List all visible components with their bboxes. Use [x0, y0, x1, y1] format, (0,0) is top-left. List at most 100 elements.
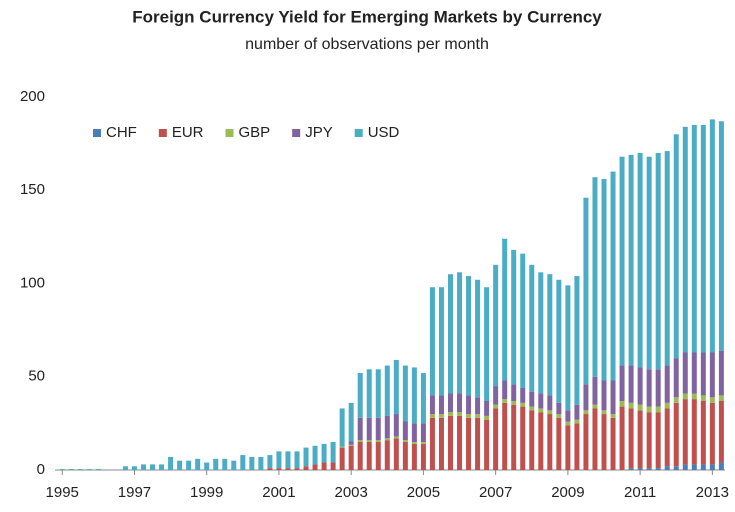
legend-swatch — [354, 129, 363, 137]
legend-label: JPY — [305, 124, 333, 141]
bar-segment — [601, 410, 607, 415]
bar-segment — [655, 412, 661, 469]
bar-segment — [619, 156, 625, 366]
bar-segment — [700, 352, 706, 396]
bar-segment — [637, 367, 643, 405]
bar-segment — [619, 365, 625, 401]
bar-segment — [420, 442, 426, 444]
bar-segment — [195, 458, 201, 470]
bar-segment — [547, 395, 553, 411]
bar-segment — [68, 469, 74, 470]
bar-segment — [709, 119, 715, 353]
x-tick-label: 2009 — [551, 484, 584, 501]
bar-segment — [366, 440, 372, 443]
bar-segment — [466, 276, 472, 396]
bar-segment — [592, 376, 598, 405]
bar-segment — [673, 358, 679, 398]
bar-segment — [330, 442, 336, 463]
bar-segment — [357, 373, 363, 418]
x-tick-label: 1995 — [46, 484, 79, 501]
bar-segment — [447, 412, 453, 416]
bar-segment — [276, 451, 282, 469]
legend-label: CHF — [106, 124, 137, 141]
bar-segment — [691, 399, 697, 465]
bar-segment — [366, 442, 372, 470]
bar-segment — [529, 410, 535, 470]
legend-label: EUR — [172, 124, 204, 141]
bar-segment — [664, 466, 670, 470]
bar-segment — [673, 397, 679, 403]
bar-segment — [610, 414, 616, 418]
bar-segment — [357, 440, 363, 443]
bar-segment — [709, 464, 715, 470]
bar-segment — [285, 451, 291, 469]
bar-segment — [673, 466, 679, 470]
bar-segment — [86, 469, 92, 470]
bar-segment — [402, 421, 408, 441]
y-tick-label: 50 — [28, 368, 45, 385]
bar-segment — [574, 276, 580, 405]
bar-segment — [213, 458, 219, 470]
bar-segment — [303, 466, 309, 470]
bar-segment — [384, 438, 390, 441]
bar-segment — [547, 414, 553, 470]
bar-segment — [384, 365, 390, 416]
bar-segment — [511, 384, 517, 401]
bar-segment — [393, 414, 399, 437]
bar-segment — [574, 404, 580, 420]
bar-segment — [664, 402, 670, 409]
bar-segment — [285, 468, 291, 470]
bar-segment — [682, 464, 688, 470]
bar-segment — [709, 352, 715, 398]
bar-segment — [538, 412, 544, 470]
bar-segment — [366, 417, 372, 441]
bar-segment — [628, 365, 634, 403]
y-tick-label: 150 — [20, 181, 45, 198]
bar-segment — [592, 177, 598, 377]
bar-segment — [484, 287, 490, 401]
bar-segment — [339, 447, 345, 470]
bar-segment — [402, 442, 408, 470]
bar-segment — [375, 369, 381, 418]
bar-segment — [628, 154, 634, 366]
bar-segment — [366, 369, 372, 418]
bar-segment — [131, 466, 137, 470]
bar-segment — [493, 386, 499, 405]
bar-segment — [222, 458, 228, 470]
bar-segment — [673, 134, 679, 359]
bar-segment — [493, 408, 499, 470]
x-tick-label: 2013 — [696, 484, 729, 501]
bar-segment — [565, 425, 571, 470]
bar-segment — [682, 399, 688, 465]
bar-segment — [411, 423, 417, 443]
bar-segment — [484, 400, 490, 416]
bar-segment — [691, 124, 697, 353]
bar-segment — [592, 408, 598, 470]
bar-segment — [429, 414, 435, 418]
bar-segment — [484, 415, 490, 420]
bar-segment — [583, 384, 589, 411]
chart-title: Foreign Currency Yield for Emerging Mark… — [132, 7, 602, 26]
legend-label: USD — [368, 124, 400, 141]
bar-segment — [330, 462, 336, 470]
bar-segment — [267, 455, 273, 469]
bar-segment — [619, 406, 625, 470]
bar-segment — [429, 395, 435, 415]
x-tick-label: 1999 — [190, 484, 223, 501]
bar-segment — [646, 412, 652, 469]
bar-segment — [664, 408, 670, 467]
bar-segment — [457, 415, 463, 470]
x-tick-label: 2007 — [479, 484, 512, 501]
bar-segment — [718, 395, 724, 401]
bar-segment — [511, 249, 517, 385]
x-tick-label: 1997 — [118, 484, 151, 501]
bar-segment — [475, 397, 481, 415]
bar-segment — [610, 417, 616, 470]
bar-segment — [502, 399, 508, 403]
bar-segment — [682, 393, 688, 400]
bar-segment — [502, 238, 508, 381]
bar-segment — [95, 469, 101, 470]
bar-segment — [628, 402, 634, 409]
bar-segment — [393, 436, 399, 439]
bar-segment — [538, 408, 544, 413]
